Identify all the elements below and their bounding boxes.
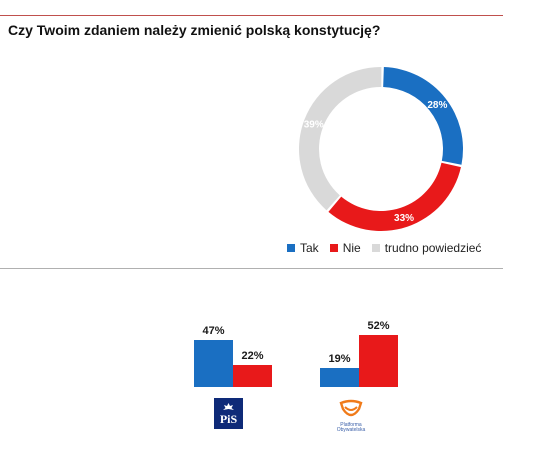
pis-logo-text: PiS	[220, 412, 238, 426]
legend-swatch-nie	[329, 244, 338, 252]
po-logo-graphic: Platforma Obywatelska	[337, 399, 366, 433]
bar-label-pis-tak: 47%	[202, 325, 224, 337]
donut-slice-tak	[383, 67, 464, 165]
bar-pis-tak	[194, 340, 233, 387]
donut-label-tak: 28%	[427, 100, 447, 111]
bar-label-po-nie: 52%	[367, 320, 389, 332]
donut-chart: 28% 33% 39%	[299, 66, 464, 231]
legend-label-tak: Tak	[300, 241, 319, 255]
legend-item-trudno: trudno powiedzieć	[371, 241, 482, 255]
pis-logo-graphic: PiS	[214, 398, 243, 429]
po-logo-text-line1: Platforma	[340, 422, 362, 428]
po-logo-text-line2: Obywatelska	[337, 427, 366, 433]
donut-slice-trudno	[299, 66, 382, 211]
legend-swatch-tak	[287, 244, 295, 252]
legend-label-trudno: trudno powiedzieć	[384, 241, 482, 255]
bar-label-pis-nie: 22%	[241, 350, 263, 362]
legend-label-nie: Nie	[342, 241, 361, 255]
legend-swatch-trudno	[371, 244, 380, 252]
legend-item-nie: Nie	[329, 241, 361, 255]
pis-logo: PiS	[214, 398, 243, 429]
donut-label-nie: 33%	[394, 213, 414, 224]
legend-item-tak: Tak	[287, 241, 319, 255]
bar-po-nie	[359, 335, 398, 387]
legend: Tak Nie trudno powiedzieć	[287, 241, 481, 255]
donut-label-trudno: 39%	[304, 119, 324, 130]
bar-pis-nie	[233, 365, 272, 387]
bar-po-tak	[320, 368, 359, 387]
section-divider	[0, 268, 503, 269]
top-rule	[0, 15, 503, 16]
bar-label-po-tak: 19%	[328, 353, 350, 365]
donut-slice-nie	[328, 162, 461, 231]
platforma-obywatelska-logo: Platforma Obywatelska	[333, 399, 369, 433]
chart-title: Czy Twoim zdaniem należy zmienić polską …	[8, 22, 381, 38]
